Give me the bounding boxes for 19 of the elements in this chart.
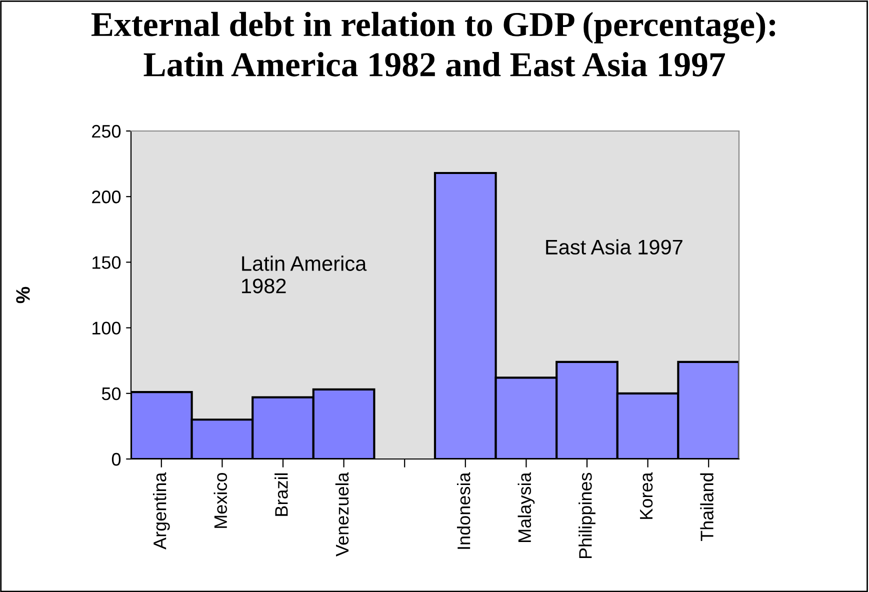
x-tick-label: Korea [640,472,653,519]
chart-title: External debt in relation to GDP (percentage): Latin America 1982 and East Asia 1997 [91,12,776,76]
x-tick-label: Thailand [700,473,714,542]
x-tick-label: Brazil [274,473,288,516]
annotation: East Asia 1997 [546,239,682,255]
y-tick-label: 250 [92,124,121,138]
x-tick-label: Mexico [214,472,228,528]
x-tick-label: Philippines [578,472,596,558]
y-tick-label: 200 [92,190,121,204]
y-tick-label: 50 [102,387,121,400]
x-tick-label: Malaysia [518,472,535,542]
x-tick-label: Venezuela [335,472,349,556]
y-axis-title: % [16,286,30,304]
y-tick-label: 100 [92,322,121,335]
y-tick-label: 150 [92,256,121,269]
x-tick-label: Argentina [152,472,170,550]
x-tick-label: Indonesia [456,472,470,549]
annotation: Latin America 1982 [242,256,367,294]
y-tick-label: 0 [112,452,121,466]
